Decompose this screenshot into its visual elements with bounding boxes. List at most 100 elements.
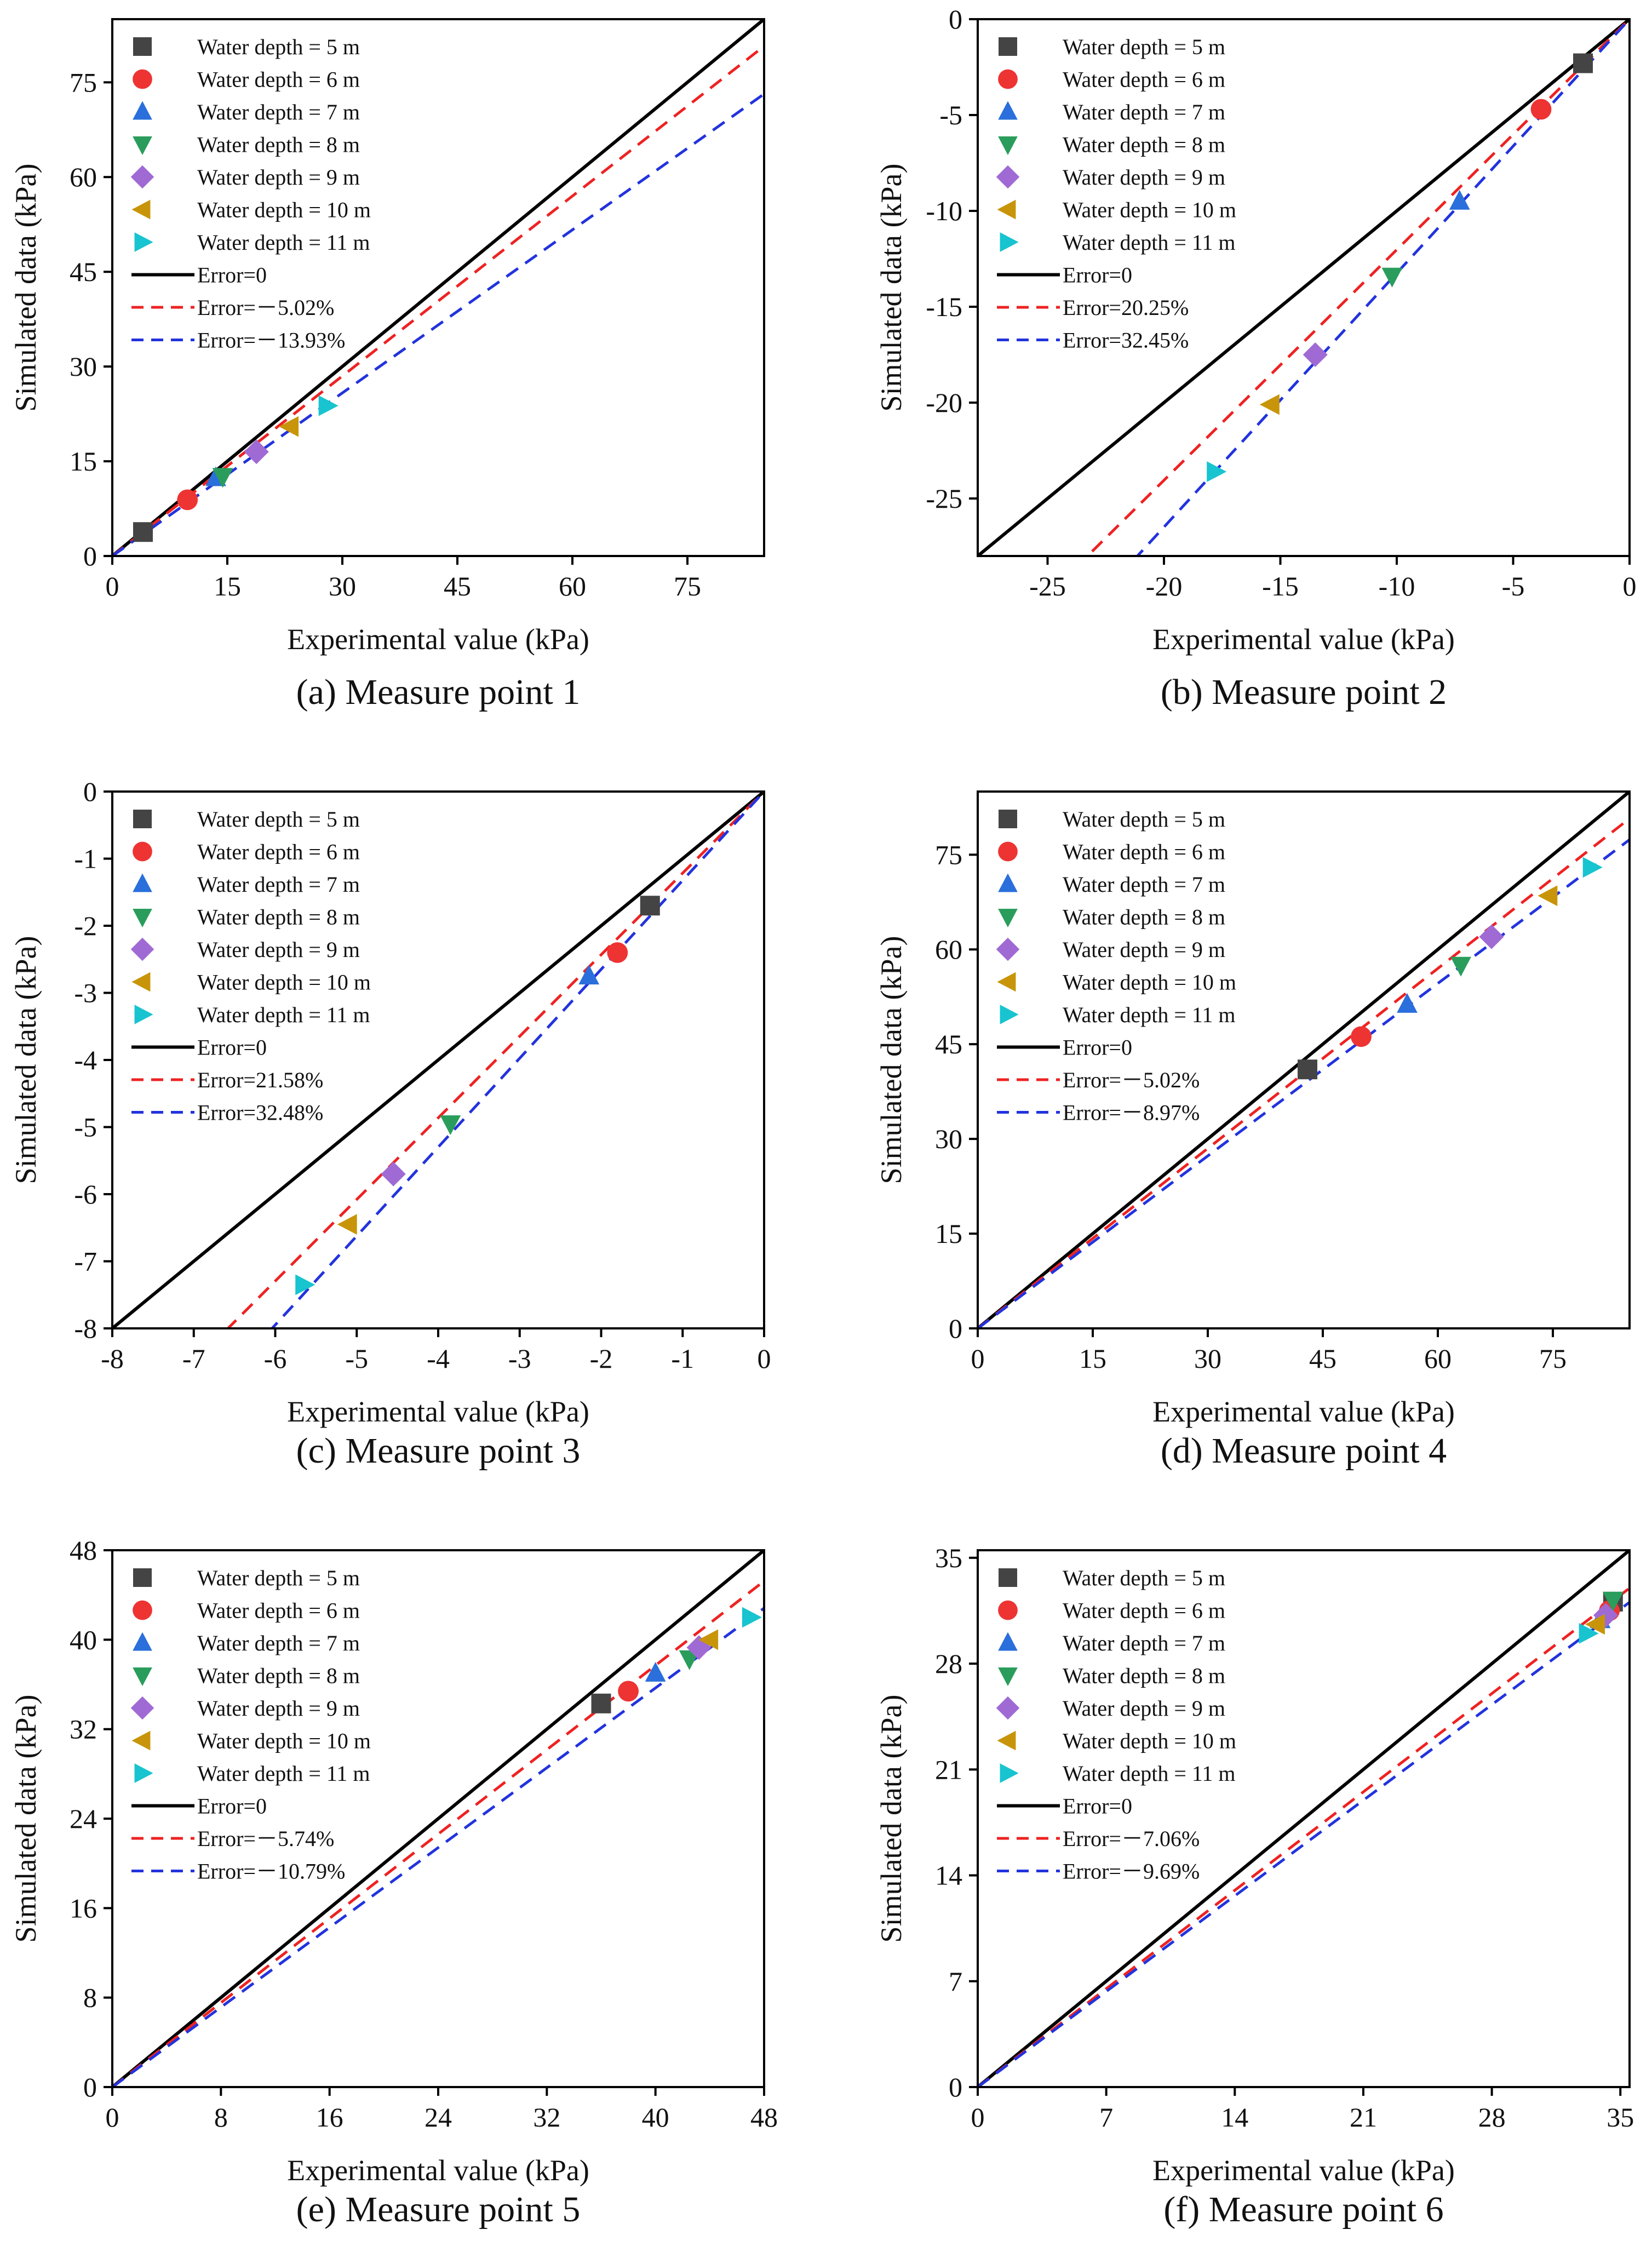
x-tick-label: -6 <box>264 1343 287 1374</box>
legend-marker <box>131 199 151 220</box>
y-tick-label: -1 <box>74 844 97 874</box>
legend: Water depth = 5 m Water depth = 6 m Water … <box>130 807 371 1125</box>
legend-label: Water depth = 9 m <box>1063 165 1225 190</box>
legend-label: Water depth = 5 m <box>1063 1566 1225 1590</box>
y-axis-label: Simulated data (kPa) <box>9 1695 42 1943</box>
panel-caption: (d) Measure point 4 <box>1161 1431 1447 1471</box>
y-tick-label: 45 <box>70 256 97 287</box>
legend-label: Water depth = 11 m <box>197 1761 370 1786</box>
data-point <box>1585 1614 1605 1635</box>
x-tick-label: -15 <box>1262 571 1299 601</box>
legend-label: Water depth = 8 m <box>197 133 360 157</box>
x-tick-label: -7 <box>182 1343 205 1374</box>
x-axis-label: Experimental value (kPa) <box>1152 2154 1455 2187</box>
legend-label: Water depth = 10 m <box>1063 970 1236 995</box>
y-tick-label: 48 <box>70 1535 97 1566</box>
x-axis-label: Experimental value (kPa) <box>1152 1395 1455 1428</box>
legend-label: Water depth = 7 m <box>197 1631 360 1655</box>
legend-marker <box>999 810 1017 828</box>
y-tick-label: 0 <box>83 776 97 807</box>
legend-label: Error=32.45% <box>1063 328 1189 353</box>
legend-marker <box>133 841 152 862</box>
x-tick-label: 75 <box>1539 1343 1567 1374</box>
data-point <box>1207 461 1227 482</box>
legend-marker <box>998 1667 1018 1687</box>
x-tick-label: 24 <box>425 2102 452 2133</box>
error-line-zero <box>112 1550 764 2087</box>
data-point <box>381 1161 406 1187</box>
x-tick-label: 15 <box>214 571 241 601</box>
x-tick-label: -4 <box>427 1343 450 1374</box>
legend-marker <box>133 1632 152 1651</box>
legend-marker <box>998 101 1018 120</box>
data-point <box>177 489 198 511</box>
legend-marker <box>997 1730 1016 1751</box>
legend-marker <box>998 136 1018 156</box>
legend-label: Water depth = 9 m <box>197 1696 360 1721</box>
legend-marker <box>133 810 152 828</box>
error-line-high <box>112 93 764 556</box>
legend-label: Water depth = 10 m <box>197 198 371 222</box>
x-tick-label: 30 <box>329 571 356 601</box>
y-tick-label: -3 <box>74 978 97 1008</box>
data-point <box>279 416 299 437</box>
error-line-zero <box>112 792 764 1328</box>
x-tick-label: -5 <box>345 1343 368 1374</box>
x-tick-label: 0 <box>971 2102 985 2133</box>
legend: Water depth = 5 m Water depth = 6 m Water … <box>130 1566 371 1884</box>
data-point <box>578 965 600 985</box>
x-tick-label: -5 <box>1502 571 1525 601</box>
legend-label: Water depth = 5 m <box>1063 807 1225 832</box>
legend-marker <box>131 1730 151 1751</box>
legend-marker <box>1000 232 1019 252</box>
legend-marker <box>998 1632 1018 1651</box>
chart-panel-4: 0 15 30 45 60 75 0 15 30 45 60 75 Experimental value… <box>875 790 1631 1471</box>
x-tick-label: 0 <box>106 571 119 601</box>
error-line-zero <box>112 19 764 556</box>
x-tick-label: 40 <box>642 2102 669 2133</box>
x-tick-label: -10 <box>1379 571 1415 601</box>
legend-label: Water depth = 10 m <box>197 970 371 995</box>
y-tick-label: -6 <box>74 1179 97 1210</box>
legend-marker <box>133 136 152 156</box>
legend-label: Water depth = 6 m <box>197 67 360 92</box>
data-point <box>1450 956 1471 977</box>
data-point <box>133 522 153 542</box>
legend-label: Error=－7.06% <box>1063 1826 1200 1851</box>
data-point <box>640 896 660 916</box>
y-tick-label: 30 <box>70 351 97 382</box>
legend-marker <box>133 101 152 120</box>
data-point <box>318 395 339 416</box>
data-point <box>645 1661 666 1682</box>
y-tick-label: -8 <box>74 1313 97 1344</box>
data-point <box>1538 885 1558 907</box>
y-tick-label: 15 <box>935 1218 962 1249</box>
y-axis-label: Simulated data (kPa) <box>875 1695 908 1943</box>
legend-marker <box>134 232 153 252</box>
x-tick-label: 32 <box>533 2102 560 2133</box>
legend-label: Error=0 <box>197 1035 267 1060</box>
legend-label: Water depth = 11 m <box>1063 1761 1236 1786</box>
y-tick-label: 60 <box>935 934 962 965</box>
legend-label: Water depth = 9 m <box>197 937 360 962</box>
legend-marker <box>134 1763 153 1783</box>
legend-label: Error=0 <box>197 263 267 288</box>
chart-panel-3: -8 -7 -6 -5 -4 -3 -2 -1 0 -8 -7 -6 -5 -4 -3 -2 -1 0 Experi… <box>9 776 771 1471</box>
y-tick-label: -5 <box>939 100 962 130</box>
plot-frame <box>977 18 1631 557</box>
legend-label: Water depth = 5 m <box>197 1566 360 1590</box>
data-point <box>1449 190 1470 210</box>
legend: Water depth = 5 m Water depth = 6 m Water … <box>996 1566 1236 1884</box>
x-tick-label: 16 <box>316 2102 343 2133</box>
x-tick-label: 45 <box>1309 1343 1336 1374</box>
data-point <box>1303 342 1328 367</box>
legend-label: Error=－10.79% <box>197 1859 345 1884</box>
legend-label: Error=21.58% <box>197 1068 323 1092</box>
y-tick-label: -5 <box>74 1112 97 1143</box>
legend-label: Water depth = 9 m <box>1063 1696 1225 1721</box>
legend: Water depth = 5 m Water depth = 6 m Water … <box>996 807 1236 1125</box>
legend-marker <box>133 1568 152 1587</box>
plot-frame <box>111 18 765 557</box>
legend-marker <box>999 1568 1017 1587</box>
